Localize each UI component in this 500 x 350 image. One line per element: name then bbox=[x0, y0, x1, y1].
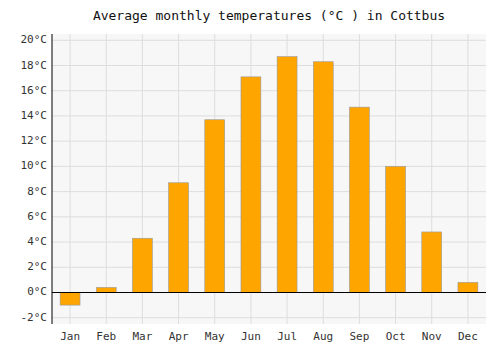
x-tick-label: Oct bbox=[386, 330, 406, 343]
x-tick-label: Feb bbox=[96, 330, 116, 343]
y-tick-label: 18°C bbox=[21, 59, 48, 72]
x-tick-label: Dec bbox=[458, 330, 478, 343]
bar bbox=[205, 120, 225, 293]
bar bbox=[458, 282, 478, 292]
bar bbox=[96, 287, 116, 292]
y-tick-label: -2°C bbox=[21, 311, 48, 324]
x-grid-line bbox=[467, 34, 468, 324]
y-grid-line bbox=[52, 65, 486, 66]
x-tick-label: Jan bbox=[60, 330, 80, 343]
y-tick-label: 0°C bbox=[27, 285, 47, 298]
x-tick-label: Mar bbox=[132, 330, 152, 343]
y-grid-line bbox=[52, 216, 486, 217]
chart: -2°C 0°C 2°C 4°C 6°C 8°C 10°C 12°C 14°C 16°C 18°C 2… bbox=[0, 0, 500, 350]
x-grid-line bbox=[70, 34, 71, 324]
y-tick-label: 20°C bbox=[21, 33, 48, 46]
y-grid-line bbox=[52, 317, 486, 318]
bar bbox=[313, 62, 333, 293]
grid bbox=[52, 34, 486, 324]
bar bbox=[349, 107, 369, 292]
x-tick-label: Sep bbox=[349, 330, 369, 343]
y-grid-line bbox=[52, 292, 486, 293]
zero-line bbox=[52, 292, 486, 293]
y-grid-line bbox=[52, 90, 486, 91]
x-tick-label: Apr bbox=[169, 330, 189, 343]
bar bbox=[132, 238, 152, 292]
bar bbox=[277, 57, 297, 293]
y-tick-label: 2°C bbox=[27, 260, 47, 273]
y-grid-line bbox=[52, 267, 486, 268]
y-tick-label: 4°C bbox=[27, 235, 47, 248]
y-axis-line bbox=[52, 34, 53, 324]
y-grid-line bbox=[52, 115, 486, 116]
y-grid-line bbox=[52, 40, 486, 41]
bar bbox=[386, 166, 406, 292]
x-tick-label: May bbox=[205, 330, 225, 343]
bar bbox=[60, 292, 80, 305]
y-grid-line bbox=[52, 166, 486, 167]
y-grid-line bbox=[52, 141, 486, 142]
x-tick-label: Aug bbox=[313, 330, 333, 343]
y-grid-line bbox=[52, 191, 486, 192]
x-grid-line bbox=[106, 34, 107, 324]
plot-area bbox=[52, 34, 486, 324]
y-tick-label: 12°C bbox=[21, 134, 48, 147]
title: Average monthly temperatures (°C ) in Co… bbox=[93, 8, 445, 23]
y-tick-label: 6°C bbox=[27, 210, 47, 223]
x-tick-label: Jul bbox=[277, 330, 297, 343]
y-grid-line bbox=[52, 242, 486, 243]
bar bbox=[241, 77, 261, 293]
bar bbox=[422, 232, 442, 293]
y-tick-label: 8°C bbox=[27, 185, 47, 198]
y-tick-label: 14°C bbox=[21, 109, 48, 122]
bar bbox=[169, 183, 189, 293]
bars bbox=[60, 57, 478, 305]
y-tick-label: 16°C bbox=[21, 84, 48, 97]
y-tick-label: 10°C bbox=[21, 159, 48, 172]
x-tick-label: Nov bbox=[422, 330, 442, 343]
x-tick-label: Jun bbox=[241, 330, 261, 343]
